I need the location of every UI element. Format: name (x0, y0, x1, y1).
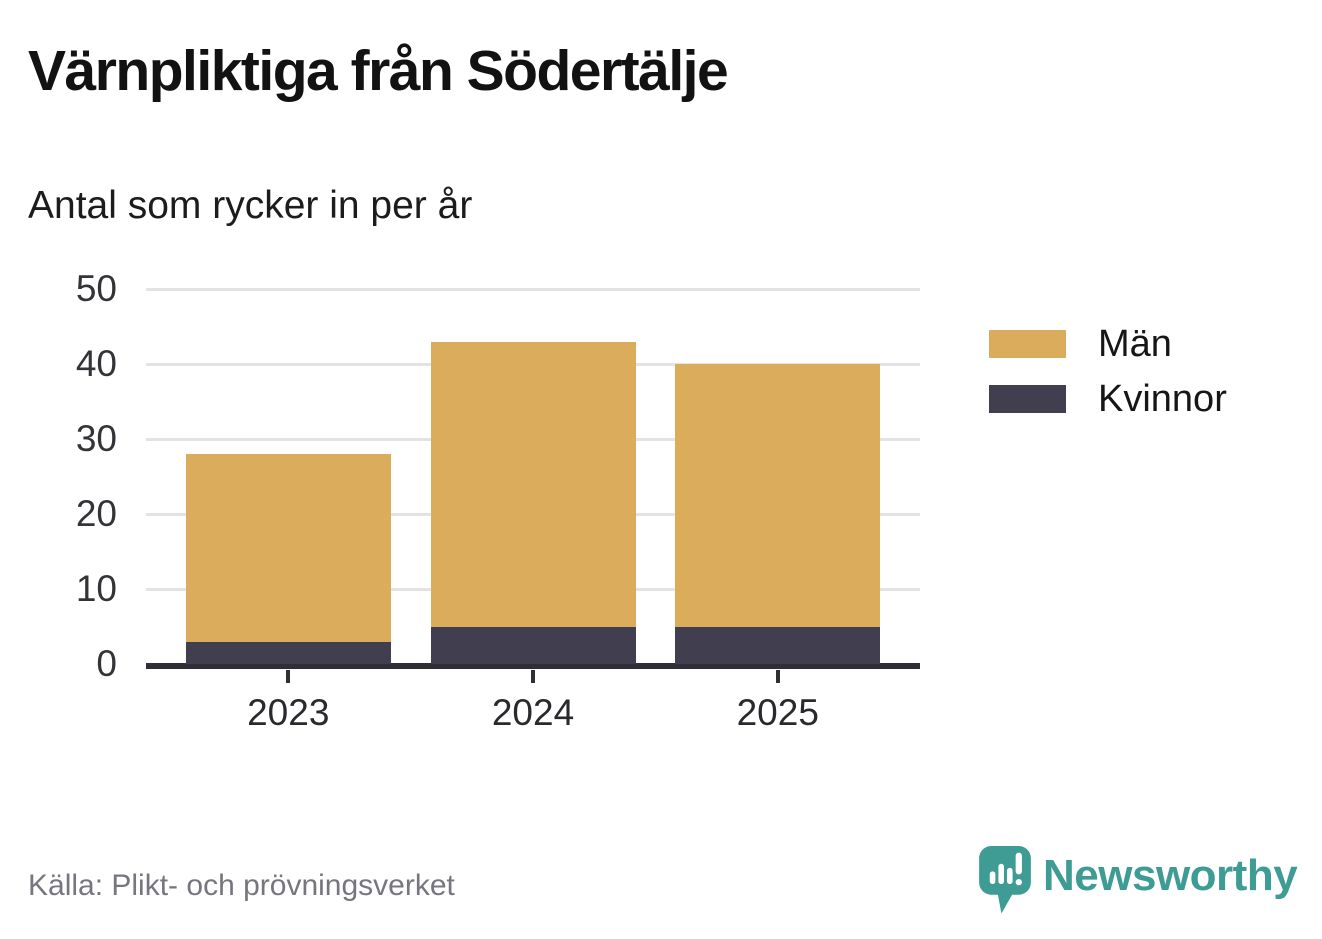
x-axis-line (146, 663, 920, 669)
legend-label-kvinnor: Kvinnor (1098, 377, 1227, 420)
source-note: Källa: Plikt- och prövningsverket (28, 869, 455, 902)
x-tick-2024 (531, 670, 535, 683)
legend-label-män: Män (1098, 322, 1172, 365)
legend-swatch-män (989, 330, 1066, 358)
y-tick-label-30: 30 (75, 418, 117, 459)
y-axis-labels: 0 10 20 30 40 50 (0, 268, 117, 684)
brand-name: Newsworthy (1043, 851, 1298, 900)
y-tick-label-0: 0 (96, 643, 117, 684)
legend-swatch-kvinnor (989, 385, 1066, 413)
x-tick-2025 (775, 670, 780, 683)
speech-bubble-bar-chart-exclamation-icon (979, 846, 1031, 914)
y-tick-label-10: 10 (75, 568, 117, 609)
x-tick-label-2023: 2023 (247, 692, 330, 733)
bar-segment-2025-Män (675, 364, 881, 627)
bar-segment-2024-Män (430, 341, 636, 627)
x-tick-label-2024: 2024 (491, 692, 575, 733)
legend: Män Kvinnor (989, 322, 1227, 421)
y-tick-label-20: 20 (75, 493, 117, 534)
newsworthy-logo: Newsworthy (978, 845, 1298, 915)
plot-area: 2023 2024 2025 (146, 287, 920, 733)
chart-title: Värnpliktiga från Södertälje (28, 39, 729, 103)
bar-segment-2025-Kvinnor (675, 626, 881, 664)
y-tick-label-40: 40 (75, 343, 117, 384)
bar-segment-2024-Kvinnor (430, 626, 636, 664)
bar-segment-2023-Män (185, 454, 391, 642)
bar-segment-2023-Kvinnor (185, 641, 391, 664)
legend-item-kvinnor: Kvinnor (989, 377, 1227, 421)
x-tick-2023 (286, 670, 291, 683)
chart-subtitle: Antal som rycker in per år (28, 184, 473, 227)
y-tick-label-50: 50 (75, 268, 117, 309)
gridline-50 (146, 287, 920, 291)
legend-item-män: Män (989, 322, 1227, 366)
x-tick-label-2025: 2025 (736, 692, 819, 733)
